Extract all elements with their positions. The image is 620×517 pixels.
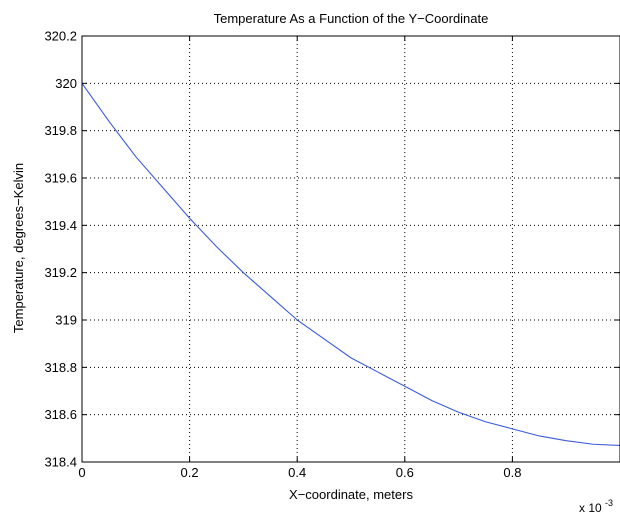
y-tick-label: 320	[55, 76, 77, 91]
x-tick-label: 0.4	[288, 465, 306, 480]
y-axis-label: Temperature, degrees−Kelvin	[11, 163, 26, 333]
y-tick-label: 320.2	[44, 29, 77, 44]
x-axis-multiplier-base: x 10	[579, 501, 602, 512]
y-tick-label: 319.2	[44, 265, 77, 280]
x-tick-label: 0.6	[396, 465, 414, 480]
x-tick-label: 0	[78, 465, 85, 480]
y-tick-label: 319.4	[44, 218, 77, 233]
x-axis-multiplier: x 10 -3	[579, 498, 613, 512]
y-tick-label: 318.4	[44, 455, 77, 470]
series-layer	[81, 83, 620, 446]
y-tick-label: 318.6	[44, 407, 77, 422]
grid-layer	[82, 36, 620, 462]
y-tick-label: 318.8	[44, 360, 77, 375]
y-tick-label: 319.8	[44, 123, 77, 138]
x-axis-multiplier-exponent: -3	[605, 498, 613, 508]
x-axis-label: X−coordinate, meters	[289, 487, 413, 502]
x-tick-label: 0.2	[181, 465, 199, 480]
ticks-layer: 0 0.2 0.4 0.6 0.8 318.4 318.6 318.8 319 319.2 319.…	[44, 29, 620, 480]
chart-title: Temperature As a Function of the Y−Coord…	[214, 11, 489, 26]
series-line	[81, 83, 620, 446]
y-tick-label: 319	[55, 313, 77, 328]
y-tick-label: 319.6	[44, 171, 77, 186]
plot-frame	[81, 35, 620, 463]
x-tick-label: 0.8	[503, 465, 521, 480]
